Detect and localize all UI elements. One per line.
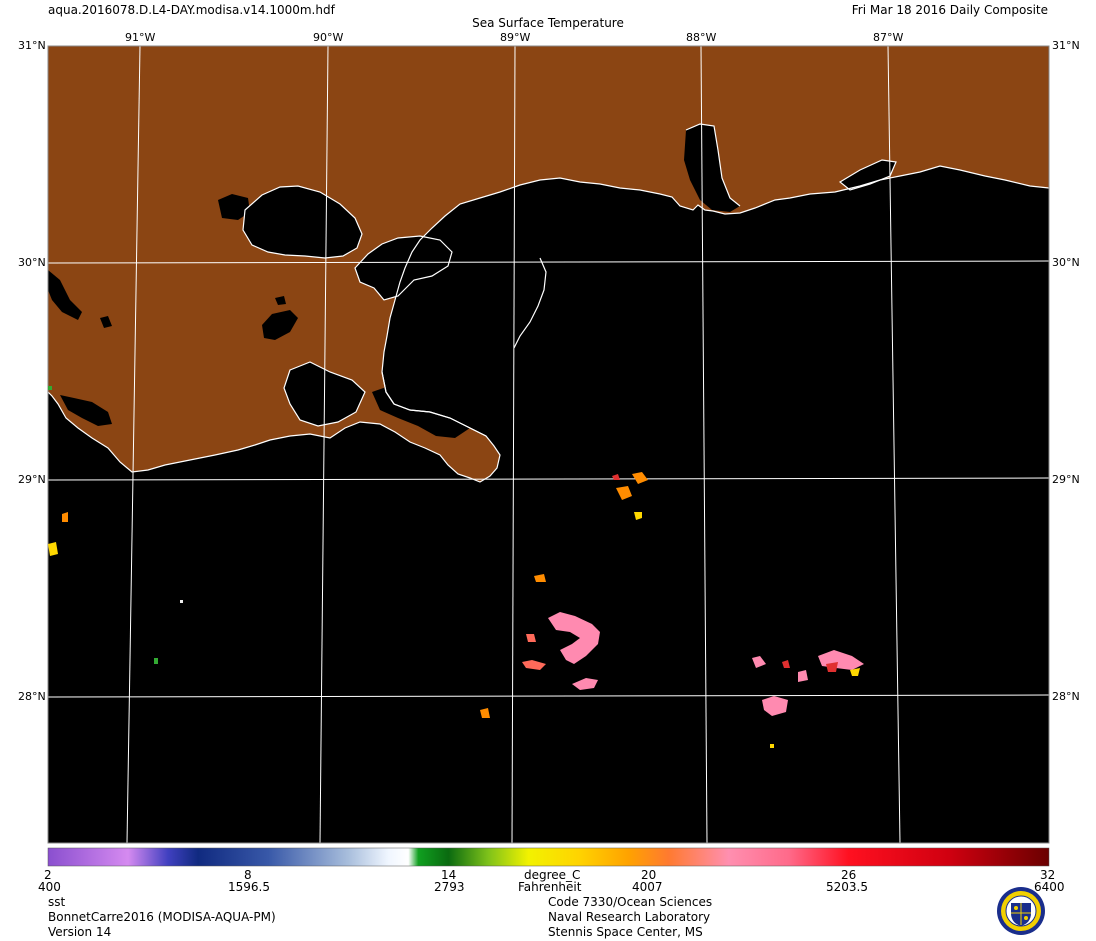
mobile-bay bbox=[684, 124, 740, 212]
sst-patch-orange-4 bbox=[480, 708, 490, 718]
sst-patch-salmon-1 bbox=[522, 660, 546, 670]
lat-line-30n bbox=[47, 260, 1050, 264]
pensacola-bay bbox=[840, 160, 896, 190]
coastline-terrebonne bbox=[283, 361, 366, 427]
sst-patch-yellow-1 bbox=[634, 512, 642, 520]
map-title: Sea Surface Temperature bbox=[472, 16, 624, 30]
cb-tick-f-400: 400 bbox=[38, 880, 61, 894]
lat-label-left-28: 28°N bbox=[18, 690, 46, 703]
cb-unit-fahrenheit: Fahrenheit bbox=[518, 880, 582, 894]
cb-tick-f-4007: 4007 bbox=[632, 880, 663, 894]
lat-label-right-28: 28°N bbox=[1052, 690, 1080, 703]
sst-patches bbox=[48, 386, 864, 748]
lat-label-right-29: 29°N bbox=[1052, 473, 1080, 486]
cb-tick-c-26: 26 bbox=[841, 868, 857, 882]
version-label: Version 14 bbox=[48, 925, 112, 939]
lake-borgne bbox=[355, 236, 452, 300]
cb-tick-f-2793: 2793 bbox=[434, 880, 465, 894]
coastline-main bbox=[47, 165, 1050, 483]
sst-patch-yellow-3 bbox=[850, 668, 860, 676]
file-name: aqua.2016078.D.L4-DAY.modisa.v14.1000m.h… bbox=[48, 3, 335, 17]
sst-patch-orange-5 bbox=[62, 512, 68, 522]
delta-outline bbox=[381, 371, 487, 437]
small-lake-2 bbox=[275, 296, 286, 305]
inland-water bbox=[48, 124, 896, 438]
cb-tick-c-8: 8 bbox=[244, 868, 252, 882]
sst-patch-white-1 bbox=[180, 600, 183, 603]
west-bays bbox=[48, 270, 82, 320]
lat-line-28n bbox=[47, 694, 1050, 698]
lon-label-88: 88°W bbox=[686, 31, 717, 44]
nrl-seal-logo bbox=[997, 887, 1045, 935]
cb-tick-c-14: 14 bbox=[441, 868, 457, 882]
sst-patch-pink-1 bbox=[548, 612, 600, 664]
org-name: Naval Research Laboratory bbox=[548, 910, 711, 924]
product-name: sst bbox=[48, 895, 66, 909]
lon-line-87w bbox=[887, 45, 901, 844]
chandeleur-islands bbox=[513, 257, 547, 349]
lat-label-left-29: 29°N bbox=[18, 473, 46, 486]
graticule bbox=[47, 45, 1050, 844]
sst-patch-yellow-4 bbox=[770, 744, 774, 748]
sst-patch-yellow-2 bbox=[48, 542, 58, 556]
cb-tick-c-32: 32 bbox=[1040, 868, 1056, 882]
lake-pontchartrain bbox=[243, 186, 362, 258]
sst-patch-red-3 bbox=[612, 474, 620, 480]
lat-label-right-31: 31°N bbox=[1052, 39, 1080, 52]
sst-patch-orange-2 bbox=[632, 472, 648, 484]
sst-patch-pink-6 bbox=[798, 670, 808, 682]
lon-label-90: 90°W bbox=[313, 31, 344, 44]
sst-patch-red-1 bbox=[782, 660, 790, 668]
sst-patch-green-1 bbox=[154, 658, 158, 664]
cb-tick-c-20: 20 bbox=[641, 868, 657, 882]
org-location: Stennis Space Center, MS bbox=[548, 925, 703, 939]
coastline-lake-pontchartrain bbox=[242, 185, 363, 259]
coastline-pensacola bbox=[838, 159, 897, 191]
small-lake-1 bbox=[100, 316, 112, 328]
dataset-name: BonnetCarre2016 (MODISA-AQUA-PM) bbox=[48, 910, 276, 924]
lon-line-89w bbox=[511, 45, 516, 844]
lake-salvador bbox=[262, 310, 298, 340]
lat-label-right-30: 30°N bbox=[1052, 256, 1080, 269]
coastline-mobile-bay bbox=[685, 123, 741, 207]
lon-label-91: 91°W bbox=[125, 31, 156, 44]
lat-label-left-31: 31°N bbox=[18, 39, 46, 52]
cb-unit-celsius: degree_C bbox=[524, 868, 581, 882]
sst-patch-green-2 bbox=[48, 386, 52, 390]
cb-tick-c-2: 2 bbox=[44, 868, 52, 882]
org-code: Code 7330/Ocean Sciences bbox=[548, 895, 713, 909]
lon-line-90w bbox=[319, 45, 329, 844]
sst-patch-orange-3 bbox=[534, 574, 546, 582]
small-lake-3 bbox=[500, 208, 514, 218]
sst-patch-pink-2 bbox=[572, 678, 598, 690]
composite-date: Fri Mar 18 2016 Daily Composite bbox=[851, 3, 1048, 17]
sst-patch-red-2 bbox=[826, 662, 838, 672]
cb-tick-f-1596: 1596.5 bbox=[228, 880, 270, 894]
cb-tick-f-5203: 5203.5 bbox=[826, 880, 868, 894]
sst-patch-pink-5 bbox=[752, 656, 766, 668]
lon-line-91w bbox=[126, 45, 141, 844]
coastline bbox=[47, 123, 1050, 483]
lon-line-88w bbox=[700, 45, 708, 844]
cb-tick-f-6400: 6400 bbox=[1034, 880, 1065, 894]
lon-label-89: 89°W bbox=[500, 31, 531, 44]
sst-patch-orange-1 bbox=[616, 486, 632, 500]
sst-patch-salmon-2 bbox=[526, 634, 536, 642]
lat-line-29n bbox=[47, 477, 1050, 481]
map-frame bbox=[47, 45, 1050, 844]
lake-maurepas bbox=[218, 194, 250, 220]
coastline-borgne bbox=[354, 235, 453, 301]
atchafalaya-bay bbox=[60, 395, 112, 426]
sst-patch-pink-3 bbox=[762, 696, 788, 716]
colorbar bbox=[47, 847, 1050, 867]
lon-label-87: 87°W bbox=[873, 31, 904, 44]
lat-label-left-30: 30°N bbox=[18, 256, 46, 269]
